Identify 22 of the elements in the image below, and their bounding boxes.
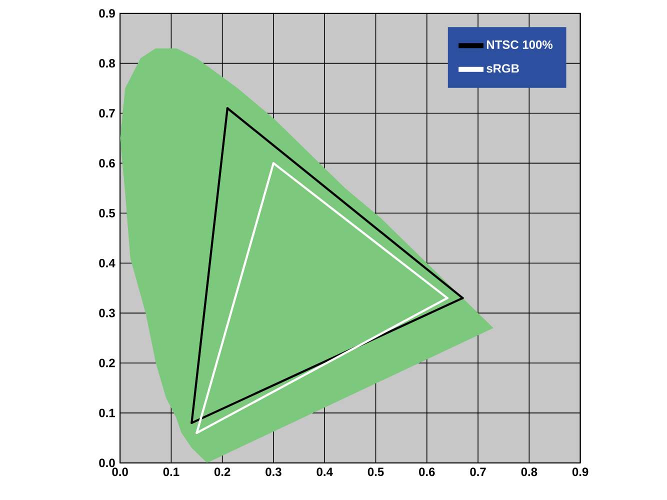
x-tick-label: 0.0 <box>112 467 128 476</box>
x-tick-label: 0.9 <box>572 467 588 476</box>
x-tick-label: 0.5 <box>368 467 384 476</box>
legend-label: sRGB <box>486 64 519 73</box>
y-tick-label: 0.9 <box>99 8 115 18</box>
y-tick-label: 0.5 <box>99 208 116 218</box>
x-tick-label: 0.7 <box>470 467 486 476</box>
y-tick-label: 0.1 <box>99 408 116 418</box>
y-tick-label: 0.6 <box>99 158 115 168</box>
y-tick-label: 0.8 <box>99 58 115 68</box>
x-tick-label: 0.2 <box>214 467 230 476</box>
y-tick-label: 0.0 <box>99 458 115 468</box>
y-tick-label: 0.7 <box>99 108 115 118</box>
x-tick-label: 0.3 <box>266 467 282 476</box>
y-tick-label: 0.2 <box>99 358 115 368</box>
x-tick-label: 0.8 <box>521 467 538 476</box>
x-tick-label: 0.6 <box>419 467 435 476</box>
y-tick-label: 0.4 <box>99 258 116 268</box>
legend-label: NTSC 100% <box>486 40 553 49</box>
x-tick-label: 0.1 <box>163 467 180 476</box>
x-tick-label: 0.4 <box>316 467 333 476</box>
y-tick-label: 0.3 <box>99 308 115 318</box>
